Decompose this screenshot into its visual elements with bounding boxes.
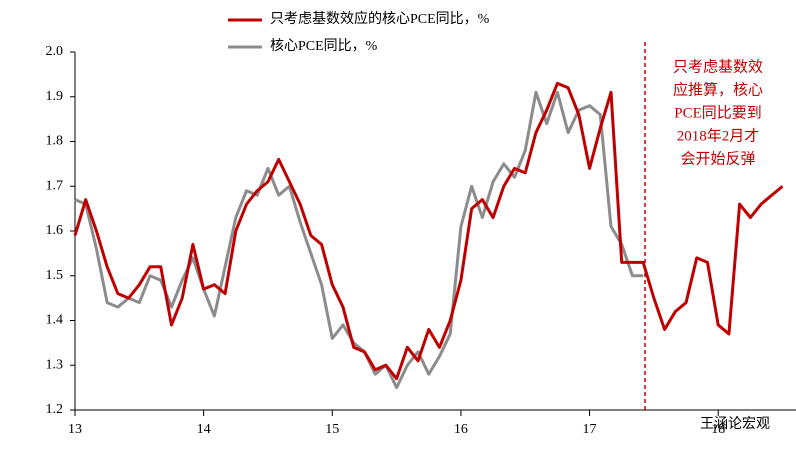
y-tick-label: 1.3 [46, 357, 64, 372]
x-tick-label: 16 [454, 422, 468, 437]
annotation: 会开始反弹 [680, 150, 755, 167]
y-tick-label: 1.7 [46, 178, 64, 193]
x-tick-label: 14 [197, 422, 211, 437]
legend-label: 只考虑基数效应的核心PCE同比，% [270, 10, 490, 27]
annotation: 2018年2月才 [677, 127, 760, 144]
x-tick-label: 18 [711, 422, 725, 437]
series-line [74, 90, 644, 390]
x-tick-label: 13 [68, 422, 82, 437]
annotation: PCE同比要到 [674, 104, 762, 121]
x-tick-label: 15 [325, 422, 339, 437]
y-tick-label: 1.2 [46, 402, 64, 417]
annotation: 应推算，核心 [673, 80, 763, 98]
annotation: 只考虑基数效 [673, 58, 763, 75]
y-tick-label: 1.5 [46, 268, 64, 283]
y-tick-label: 1.9 [46, 89, 64, 104]
y-tick-label: 1.4 [46, 313, 64, 328]
watermark: 王涵论宏观 [700, 416, 770, 432]
x-tick-label: 17 [583, 422, 597, 437]
y-tick-label: 1.8 [46, 134, 64, 149]
legend-label: 核心PCE同比，% [270, 38, 378, 54]
y-tick-label: 2.0 [46, 44, 64, 59]
y-tick-label: 1.6 [46, 223, 64, 238]
series-line [73, 81, 784, 381]
